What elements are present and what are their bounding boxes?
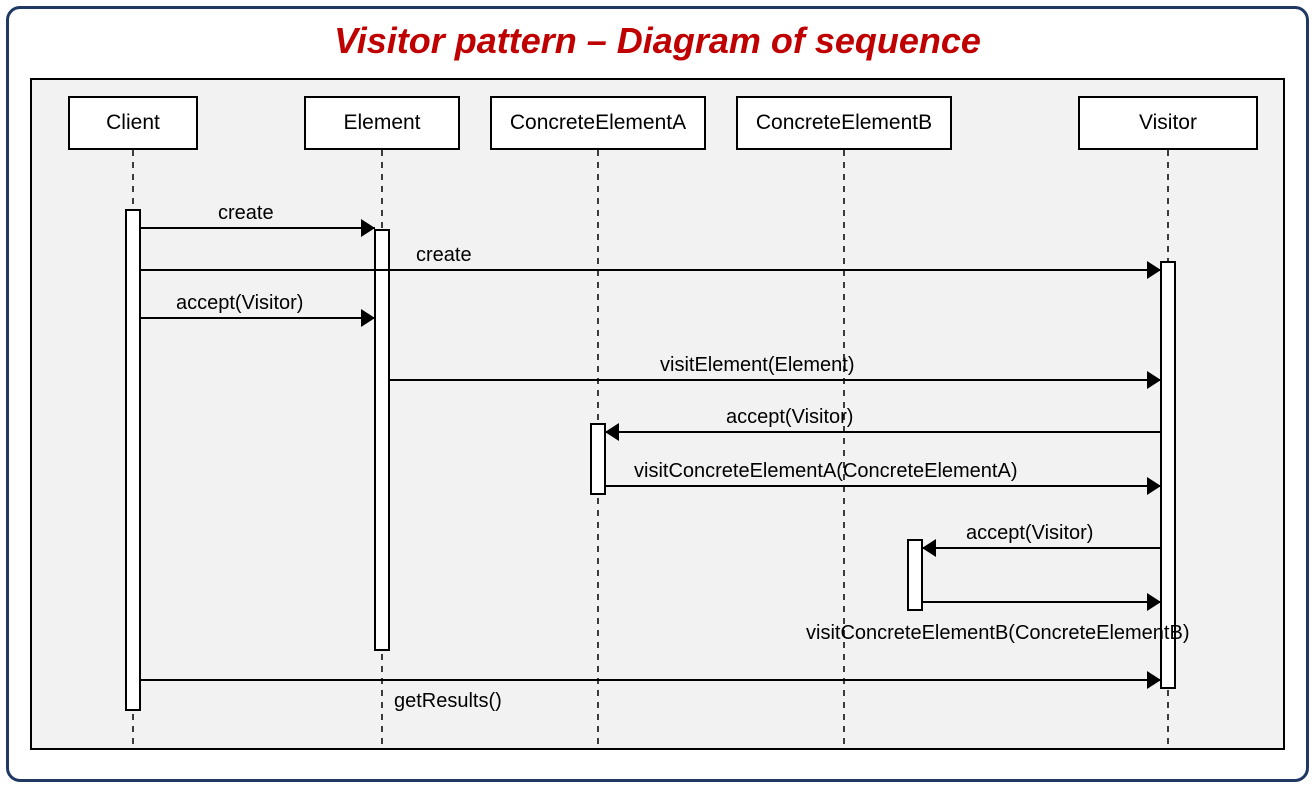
message-m6-arrowhead xyxy=(1147,477,1161,495)
message-m4-arrowhead xyxy=(1147,371,1161,389)
participant-ceA: ConcreteElementA xyxy=(490,96,706,150)
participant-ceB: ConcreteElementB xyxy=(736,96,952,150)
message-m8-arrowhead xyxy=(1147,593,1161,611)
participant-element: Element xyxy=(304,96,460,150)
participant-client: Client xyxy=(68,96,198,150)
message-m2-arrowhead xyxy=(1147,261,1161,279)
message-label-m4: visitElement(Element) xyxy=(660,354,855,377)
message-label-m3: accept(Visitor) xyxy=(176,292,303,315)
message-m5-arrowhead xyxy=(605,423,619,441)
activation-act-ceA xyxy=(591,424,605,494)
participant-visitor: Visitor xyxy=(1078,96,1258,150)
message-m7-arrowhead xyxy=(922,539,936,557)
message-m9-arrowhead xyxy=(1147,671,1161,689)
message-label-m8: visitConcreteElementB(ConcreteElementB) xyxy=(806,622,1190,645)
message-m3-arrowhead xyxy=(361,309,375,327)
message-m1-arrowhead xyxy=(361,219,375,237)
message-label-m7: accept(Visitor) xyxy=(966,522,1093,545)
message-label-m5: accept(Visitor) xyxy=(726,406,853,429)
message-label-m1: create xyxy=(218,202,274,225)
activation-act-element xyxy=(375,230,389,650)
activation-act-client xyxy=(126,210,140,710)
message-label-m6: visitConcreteElementA(ConcreteElementA) xyxy=(634,460,1018,483)
activation-act-ceB xyxy=(908,540,922,610)
message-label-m9: getResults() xyxy=(394,690,502,713)
message-label-m2: create xyxy=(416,244,472,267)
